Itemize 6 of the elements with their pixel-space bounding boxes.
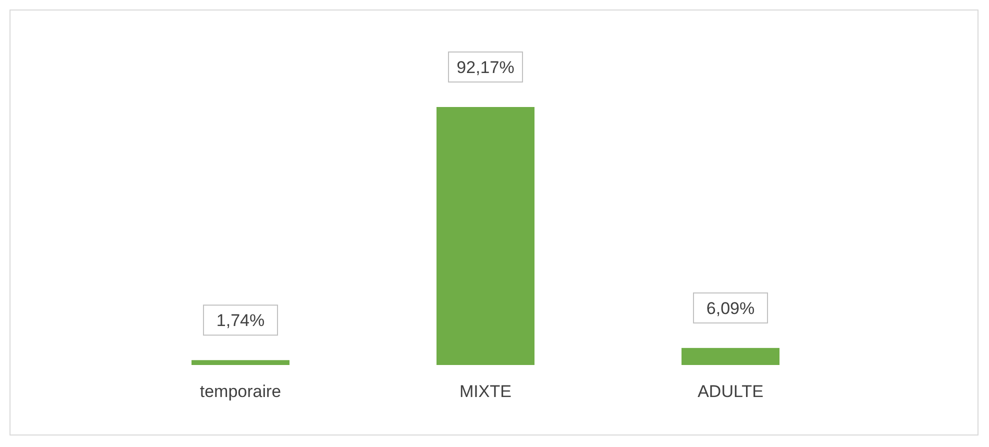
data-label: 1,74% [216, 311, 265, 330]
x-tick-label: ADULTE [698, 382, 764, 401]
data-label: 6,09% [706, 298, 755, 318]
x-tick-label: temporaire [200, 382, 282, 401]
x-tick-label: MIXTE [460, 382, 512, 401]
data-label: 92,17% [456, 58, 514, 77]
